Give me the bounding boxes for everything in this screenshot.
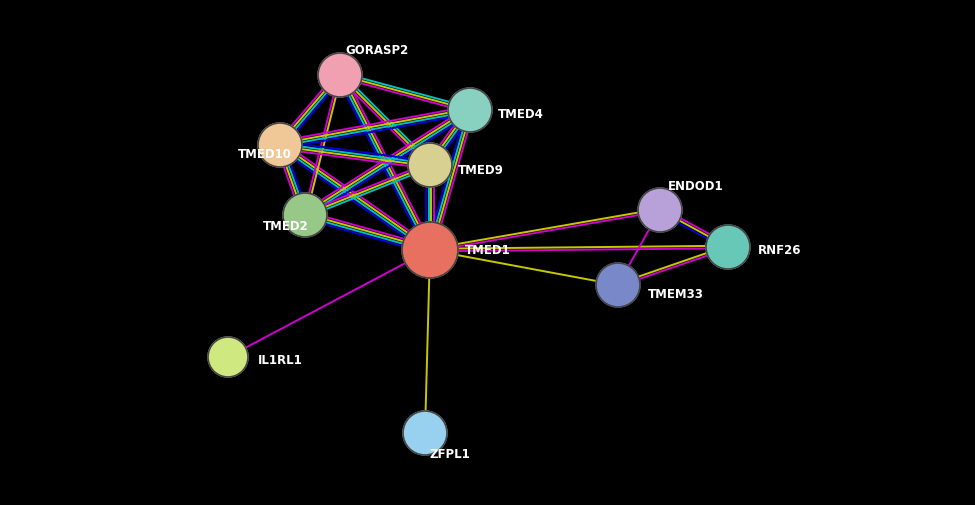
Circle shape — [706, 225, 750, 269]
Text: TMED9: TMED9 — [458, 164, 504, 177]
Circle shape — [258, 123, 302, 167]
Text: TMED2: TMED2 — [263, 221, 309, 233]
Circle shape — [318, 53, 362, 97]
Circle shape — [408, 143, 452, 187]
Text: IL1RL1: IL1RL1 — [258, 354, 303, 367]
Text: TMED10: TMED10 — [238, 148, 292, 162]
Circle shape — [402, 222, 458, 278]
Circle shape — [596, 263, 640, 307]
Text: TMED1: TMED1 — [465, 243, 511, 257]
Text: GORASP2: GORASP2 — [345, 43, 409, 57]
Text: ENDOD1: ENDOD1 — [668, 180, 723, 193]
Text: TMED4: TMED4 — [498, 109, 544, 122]
Circle shape — [208, 337, 248, 377]
Circle shape — [403, 411, 447, 455]
Circle shape — [448, 88, 492, 132]
Text: RNF26: RNF26 — [758, 243, 801, 257]
Text: TMEM33: TMEM33 — [648, 288, 704, 301]
Text: ZFPL1: ZFPL1 — [430, 448, 471, 462]
Circle shape — [283, 193, 327, 237]
Circle shape — [638, 188, 682, 232]
